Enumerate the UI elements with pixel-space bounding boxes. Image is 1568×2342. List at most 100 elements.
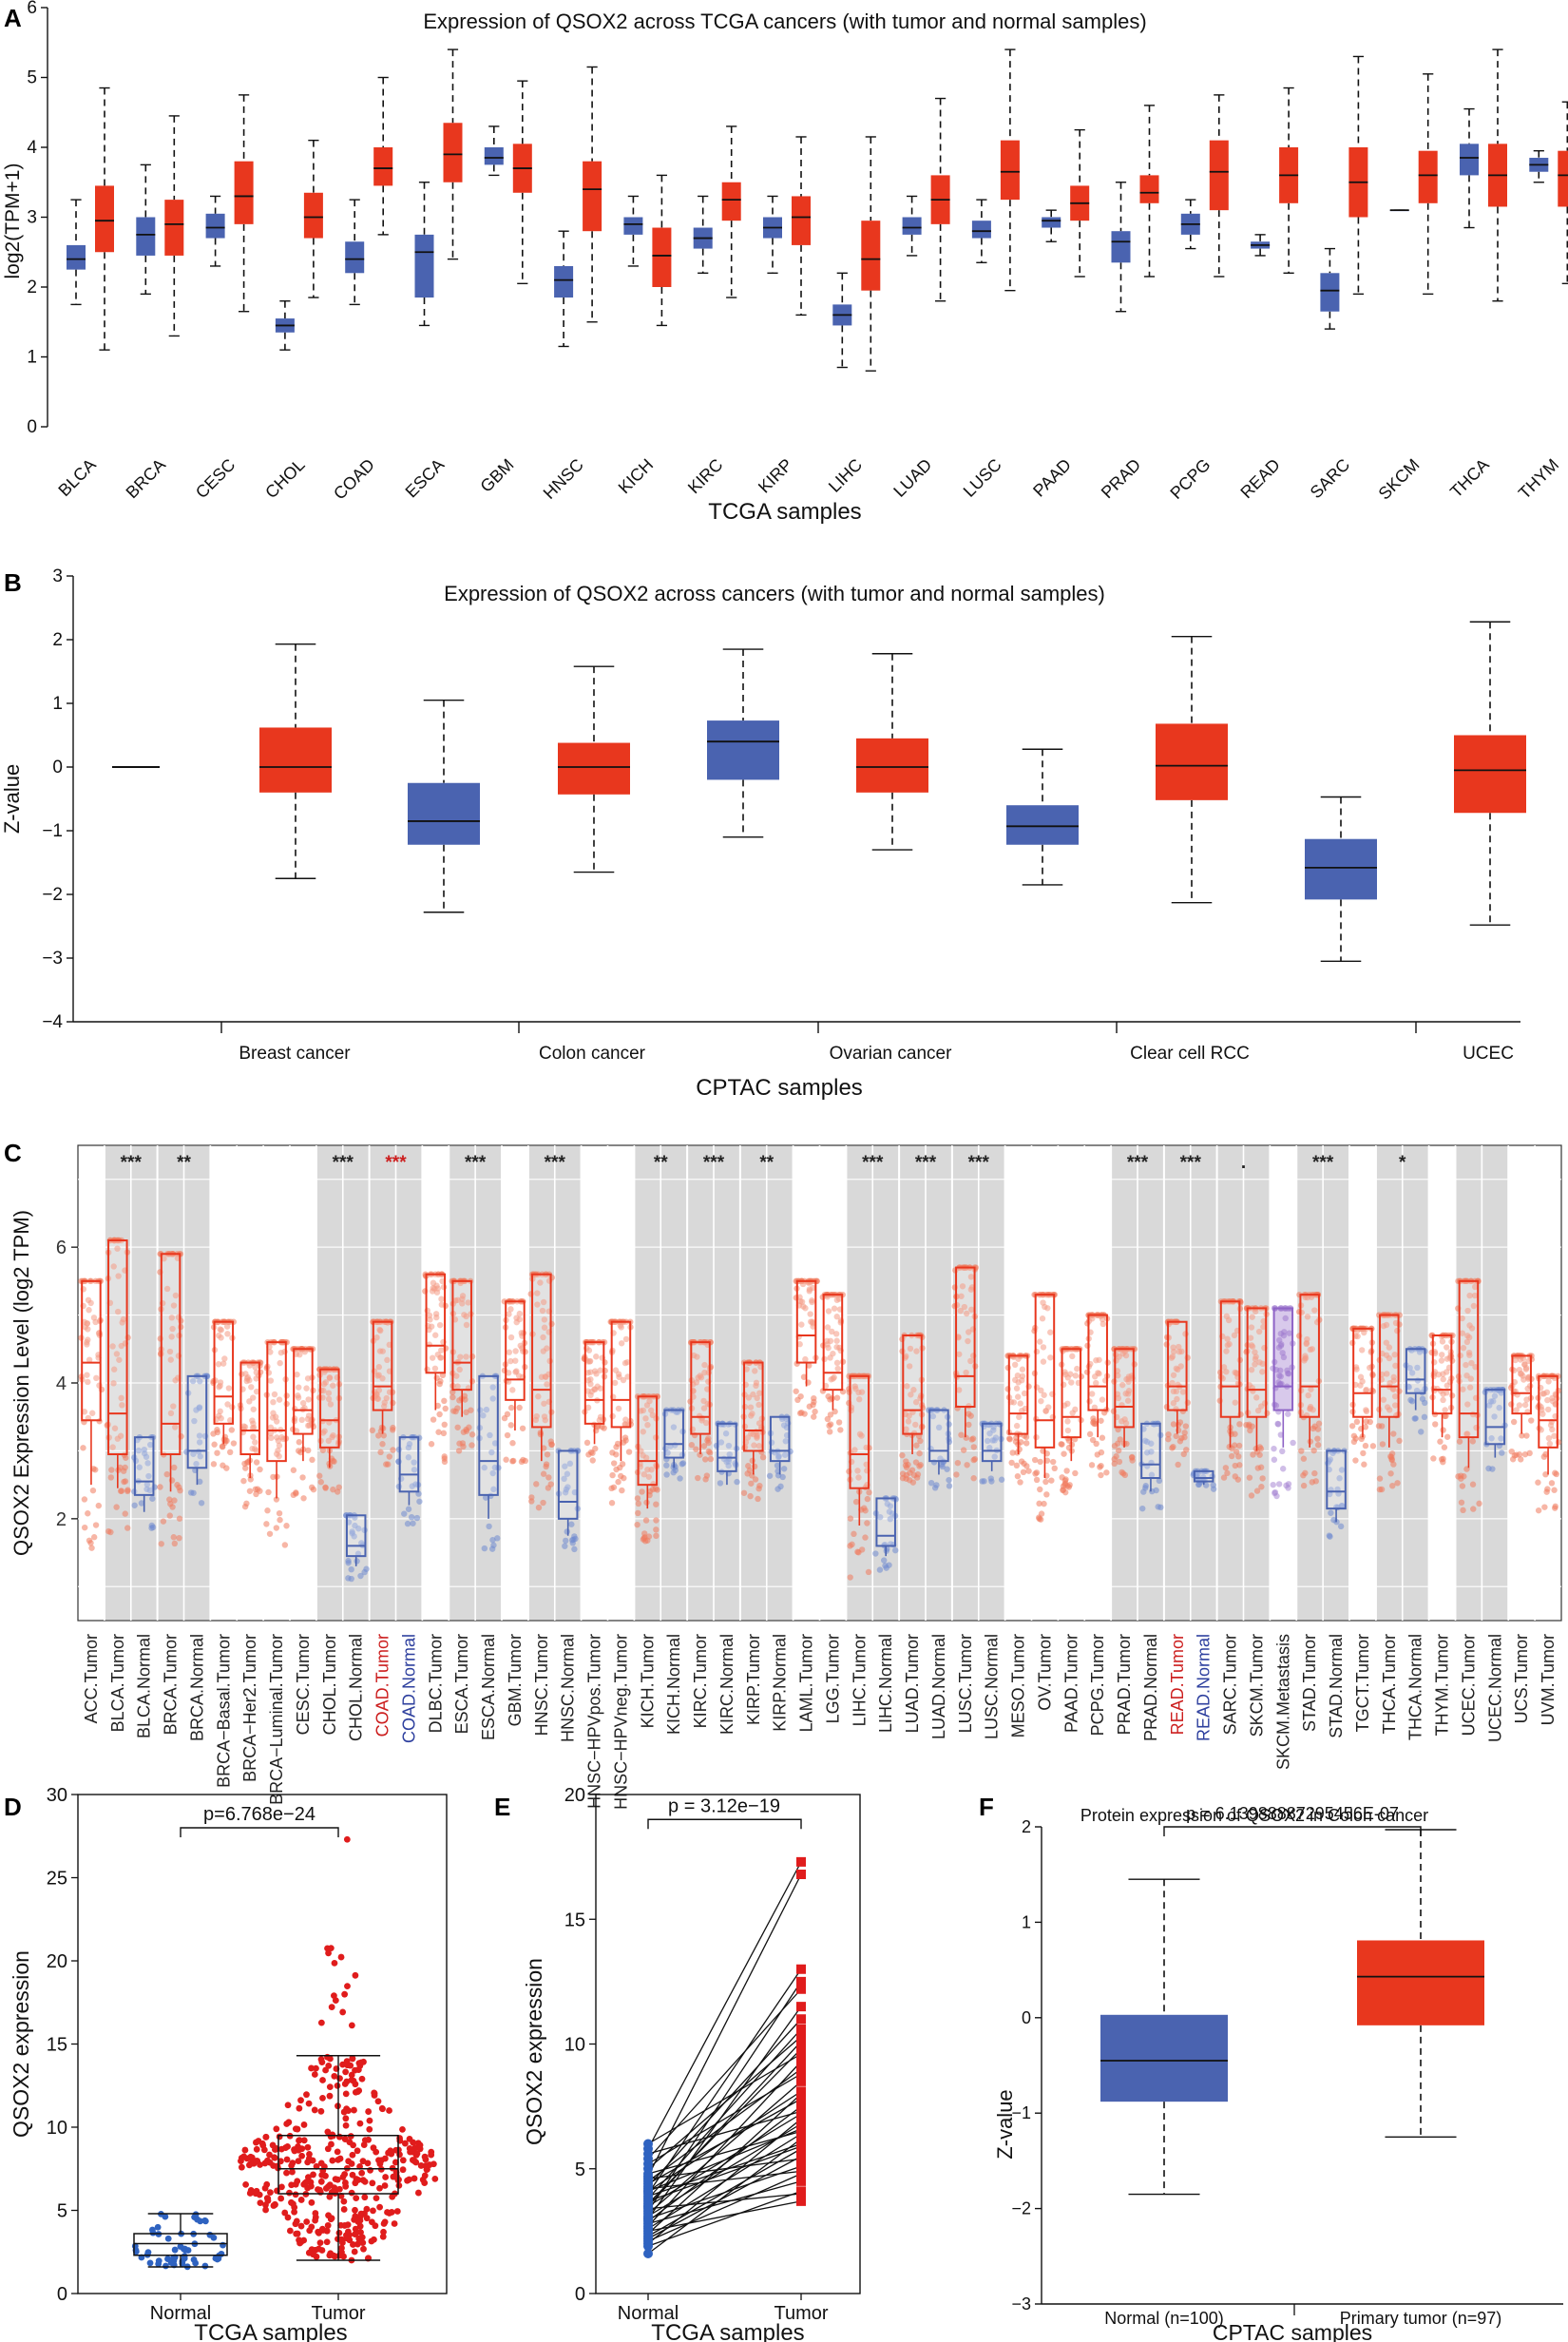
panel-c-x-tick-label: CESC.Tumor [294,1634,313,1735]
panel-c-box [1007,1354,1029,1435]
panel-c-significance-marker: *** [545,1153,566,1173]
panel-d-point [319,2077,326,2083]
panel-c-point [753,1379,760,1387]
panel-d-point [334,2148,341,2156]
panel-b-normal-8-box [1305,838,1377,900]
panel-c-point [416,1498,423,1505]
panel-c-point [832,1331,840,1337]
panel-b-y-tick-label: 1 [52,694,63,714]
panel-c-point [644,1421,651,1429]
panel-c-point [748,1480,755,1487]
panel-c-point [253,1490,259,1498]
panel-c-point [413,1514,421,1522]
panel-e-y-tick-label: 10 [564,2035,585,2056]
panel-c-point [441,1421,448,1429]
panel-c-point [797,1392,804,1400]
panel-c-point [1470,1506,1477,1512]
panel-c-point [85,1378,91,1386]
panel-c-x-tick-label: LUAD.Normal [929,1634,948,1739]
panel-c-point [1086,1430,1094,1438]
panel-d-point [399,2126,406,2133]
panel-c-point [695,1374,701,1381]
panel-c-point [89,1487,97,1494]
panel-c-point [276,1452,282,1460]
panel-c-point [749,1411,755,1417]
panel-c-point [827,1421,834,1428]
panel-c-point [196,1439,203,1446]
panel-c-point [247,1476,254,1483]
panel-c-point [93,1374,100,1382]
panel-d-point [371,2236,377,2243]
panel-a-x-tick-label: BRCA [123,455,170,503]
panel-c-point [85,1296,92,1304]
panel-c-box [637,1395,659,1487]
panel-c-point [273,1496,280,1503]
panel-d-point [192,2259,200,2267]
panel-c-box [849,1374,870,1489]
panel-c-box [1087,1314,1108,1411]
panel-d-point [319,2227,327,2234]
panel-c-point [95,1502,102,1509]
panel-c-point [122,1510,128,1517]
panel-d-point [352,2081,359,2088]
panel-b-x-tick-label: Ovarian cancer [830,1044,953,1064]
panel-d-point [413,2150,421,2158]
panel-c-point [1041,1500,1047,1507]
panel-c-point [275,1447,281,1454]
panel-c-point [274,1434,280,1441]
panel-c-point [411,1467,418,1473]
panel-c-point [1142,1483,1149,1489]
panel-c-point [163,1285,171,1293]
panel-d-point [419,2176,427,2183]
panel-d-point [256,2191,263,2198]
panel-a-normal-THCA-box [1460,144,1479,176]
panel-c-point [163,1470,170,1478]
panel-c-point [1421,1399,1428,1407]
panel-c-point [169,1504,176,1510]
panel-c-point [440,1430,448,1437]
panel-e-pair-line [647,2173,802,2242]
panel-c-significance-marker: ** [177,1153,191,1173]
panel-c-point [295,1392,301,1399]
panel-c-point [509,1387,516,1393]
panel-c-point [1098,1471,1104,1479]
panel-c-x-tick-label: LIHC.Normal [876,1634,895,1733]
panel-c-point [634,1521,641,1528]
panel-d-point [283,2156,291,2163]
panel-d-y-tick-label: 20 [47,1951,67,1972]
panel-c-point [109,1444,116,1450]
panel-c-x-tick-label: DLBC.Tumor [426,1634,445,1733]
panel-c-point [969,1435,977,1442]
panel-c-box [1246,1307,1268,1418]
panel-d-point [428,2148,435,2156]
panel-c-box [478,1374,499,1496]
panel-c-point [664,1449,671,1456]
panel-b-x-tick-label: Clear cell RCC [1130,1044,1250,1064]
panel-c-point [1091,1420,1098,1428]
panel-c-point [855,1474,862,1481]
panel-a-tumor-KICH-box [652,227,672,287]
panel-c-point [793,1388,799,1394]
panel-b-normal-4-box [707,720,779,780]
panel-c-point [907,1345,914,1353]
panel-c-point [429,1288,436,1295]
panel-c-point [1459,1483,1466,1489]
panel-c-point [271,1391,278,1398]
panel-c-point [246,1377,253,1384]
panel-c-point [679,1461,685,1468]
panel-c-box [531,1273,552,1429]
panel-d-point [288,2198,295,2206]
panel-e-tumor-point [796,1870,806,1879]
panel-c-point [114,1245,121,1252]
panel-c-point [198,1500,205,1507]
panel-c-point [988,1478,995,1485]
panel-c-point [227,1417,234,1424]
panel-c-point [564,1484,571,1490]
panel-d-point [410,2139,417,2146]
panel-f-y-tick-label: 1 [1022,1912,1031,1931]
panel-d-point [316,2239,324,2247]
panel-c-box [557,1449,579,1520]
panel-c-point [827,1396,833,1403]
panel-c-point [1033,1476,1041,1484]
panel-d-point [407,2148,414,2156]
